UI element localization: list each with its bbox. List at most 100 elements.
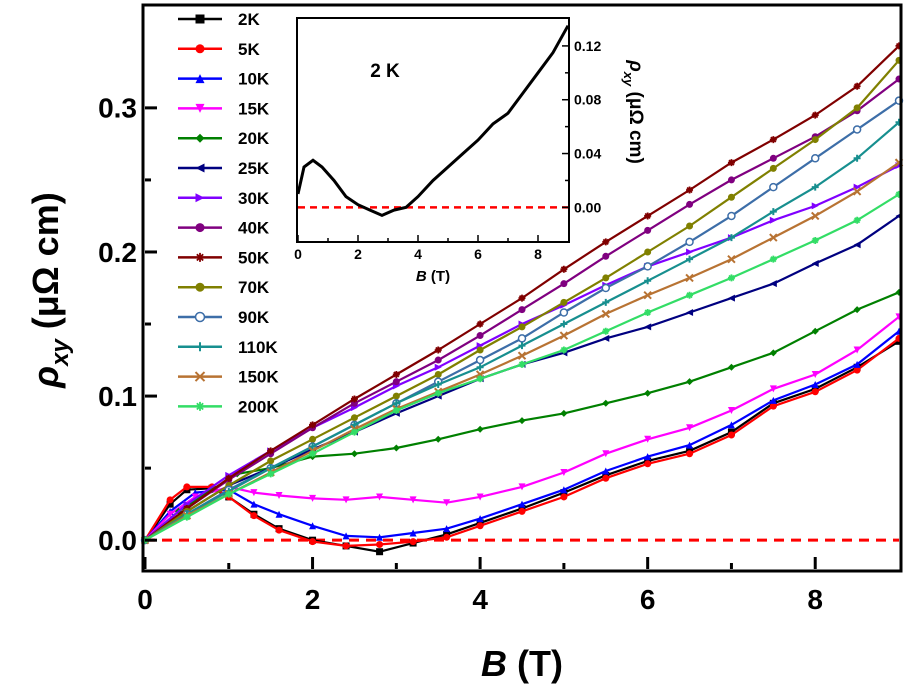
legend-item: 150K xyxy=(178,368,279,387)
legend-swatch-marker xyxy=(195,14,205,24)
data-point xyxy=(392,444,400,452)
data-point xyxy=(409,529,417,537)
data-point xyxy=(309,443,317,451)
legend-swatch-marker xyxy=(195,74,205,84)
legend-item: 30K xyxy=(178,189,270,208)
x-tick-label: 6 xyxy=(640,584,656,615)
data-point xyxy=(250,512,258,520)
data-point xyxy=(853,366,861,374)
data-point xyxy=(518,294,526,302)
legend-label: 5K xyxy=(238,40,260,59)
legend-label: 20K xyxy=(238,129,270,148)
legend-swatch-marker xyxy=(195,282,205,292)
legend-label: 30K xyxy=(238,189,270,208)
legend-item: 40K xyxy=(178,219,270,238)
y-tick-label: 0.12 xyxy=(574,38,601,54)
data-point xyxy=(853,346,861,354)
legend-item: 20K xyxy=(178,129,270,148)
data-point xyxy=(350,450,358,458)
data-point xyxy=(769,154,777,162)
y-tick-label: 0.00 xyxy=(574,199,601,215)
data-point xyxy=(602,474,610,482)
data-point xyxy=(476,375,484,383)
legend-item: 90K xyxy=(178,308,270,327)
data-point xyxy=(644,323,652,331)
data-point xyxy=(443,499,451,507)
data-point xyxy=(727,211,736,221)
data-point xyxy=(602,450,610,458)
data-point xyxy=(602,252,610,260)
data-point xyxy=(811,381,819,389)
data-point xyxy=(191,493,199,501)
data-point xyxy=(518,417,526,425)
data-point xyxy=(342,496,350,504)
data-point xyxy=(602,399,610,407)
data-point xyxy=(183,513,191,521)
series-70K xyxy=(141,56,903,544)
data-point xyxy=(376,541,384,549)
x-tick-label: 0 xyxy=(137,584,153,615)
data-point xyxy=(267,457,275,465)
series-line xyxy=(144,291,900,542)
y-tick-label: 0.04 xyxy=(574,145,601,161)
inset-x-axis: 0 2 4 6 8 xyxy=(294,235,542,262)
data-point xyxy=(644,435,652,443)
data-point xyxy=(409,496,417,504)
inset-series-group xyxy=(296,24,570,218)
data-point xyxy=(644,226,652,234)
x-tick-label: 4 xyxy=(472,584,488,615)
legend-item: 200K xyxy=(178,397,279,416)
legend-item: 70K xyxy=(178,278,270,297)
inset-y-axis: 0.00 0.04 0.08 0.12 xyxy=(562,38,601,215)
legend-item: 2K xyxy=(178,10,260,29)
data-point xyxy=(376,493,384,501)
data-point xyxy=(309,435,317,443)
data-point xyxy=(166,496,174,504)
data-point xyxy=(267,470,275,478)
data-point xyxy=(686,308,694,316)
data-point xyxy=(686,378,694,386)
data-point xyxy=(727,406,735,414)
legend-item: 110K xyxy=(178,338,278,357)
data-point xyxy=(769,385,777,393)
legend-swatch-marker xyxy=(194,311,206,323)
data-point xyxy=(275,526,283,534)
data-point xyxy=(518,500,526,508)
data-point xyxy=(895,190,903,198)
data-point xyxy=(518,306,526,314)
main-plot: 0 2 4 6 8 0.0 0.1 0.2 0.3 B (T) ρxy (μΩ cm) 2K 5… xyxy=(25,3,904,684)
data-point xyxy=(727,176,735,184)
data-point xyxy=(727,159,735,167)
data-point xyxy=(769,208,777,216)
inset-series-line xyxy=(296,24,570,218)
legend-label: 110K xyxy=(238,338,278,357)
data-point xyxy=(769,233,778,242)
legend-item: 50K xyxy=(178,248,270,267)
data-point xyxy=(309,494,317,502)
inset-background xyxy=(297,18,569,242)
data-point xyxy=(853,241,861,249)
data-point xyxy=(769,255,777,263)
x-tick-label: 4 xyxy=(414,246,422,262)
data-point xyxy=(686,441,694,449)
legend-swatch-marker xyxy=(195,133,205,143)
legend-swatch-marker xyxy=(195,401,205,411)
data-point xyxy=(602,467,610,475)
data-point xyxy=(852,187,862,196)
data-point xyxy=(476,320,484,328)
data-point xyxy=(267,447,275,455)
data-point xyxy=(602,334,610,342)
data-point xyxy=(434,363,442,371)
legend-label: 70K xyxy=(238,278,270,297)
legend-swatch-marker xyxy=(195,193,205,203)
data-point xyxy=(518,507,526,515)
legend-swatch-marker xyxy=(194,371,206,382)
main-plot-frame xyxy=(141,3,903,573)
data-point xyxy=(476,515,484,523)
data-point xyxy=(811,202,819,210)
data-point xyxy=(225,474,233,482)
data-point xyxy=(686,424,694,432)
data-point xyxy=(727,431,735,439)
x-axis-title: B (T) xyxy=(481,643,563,684)
